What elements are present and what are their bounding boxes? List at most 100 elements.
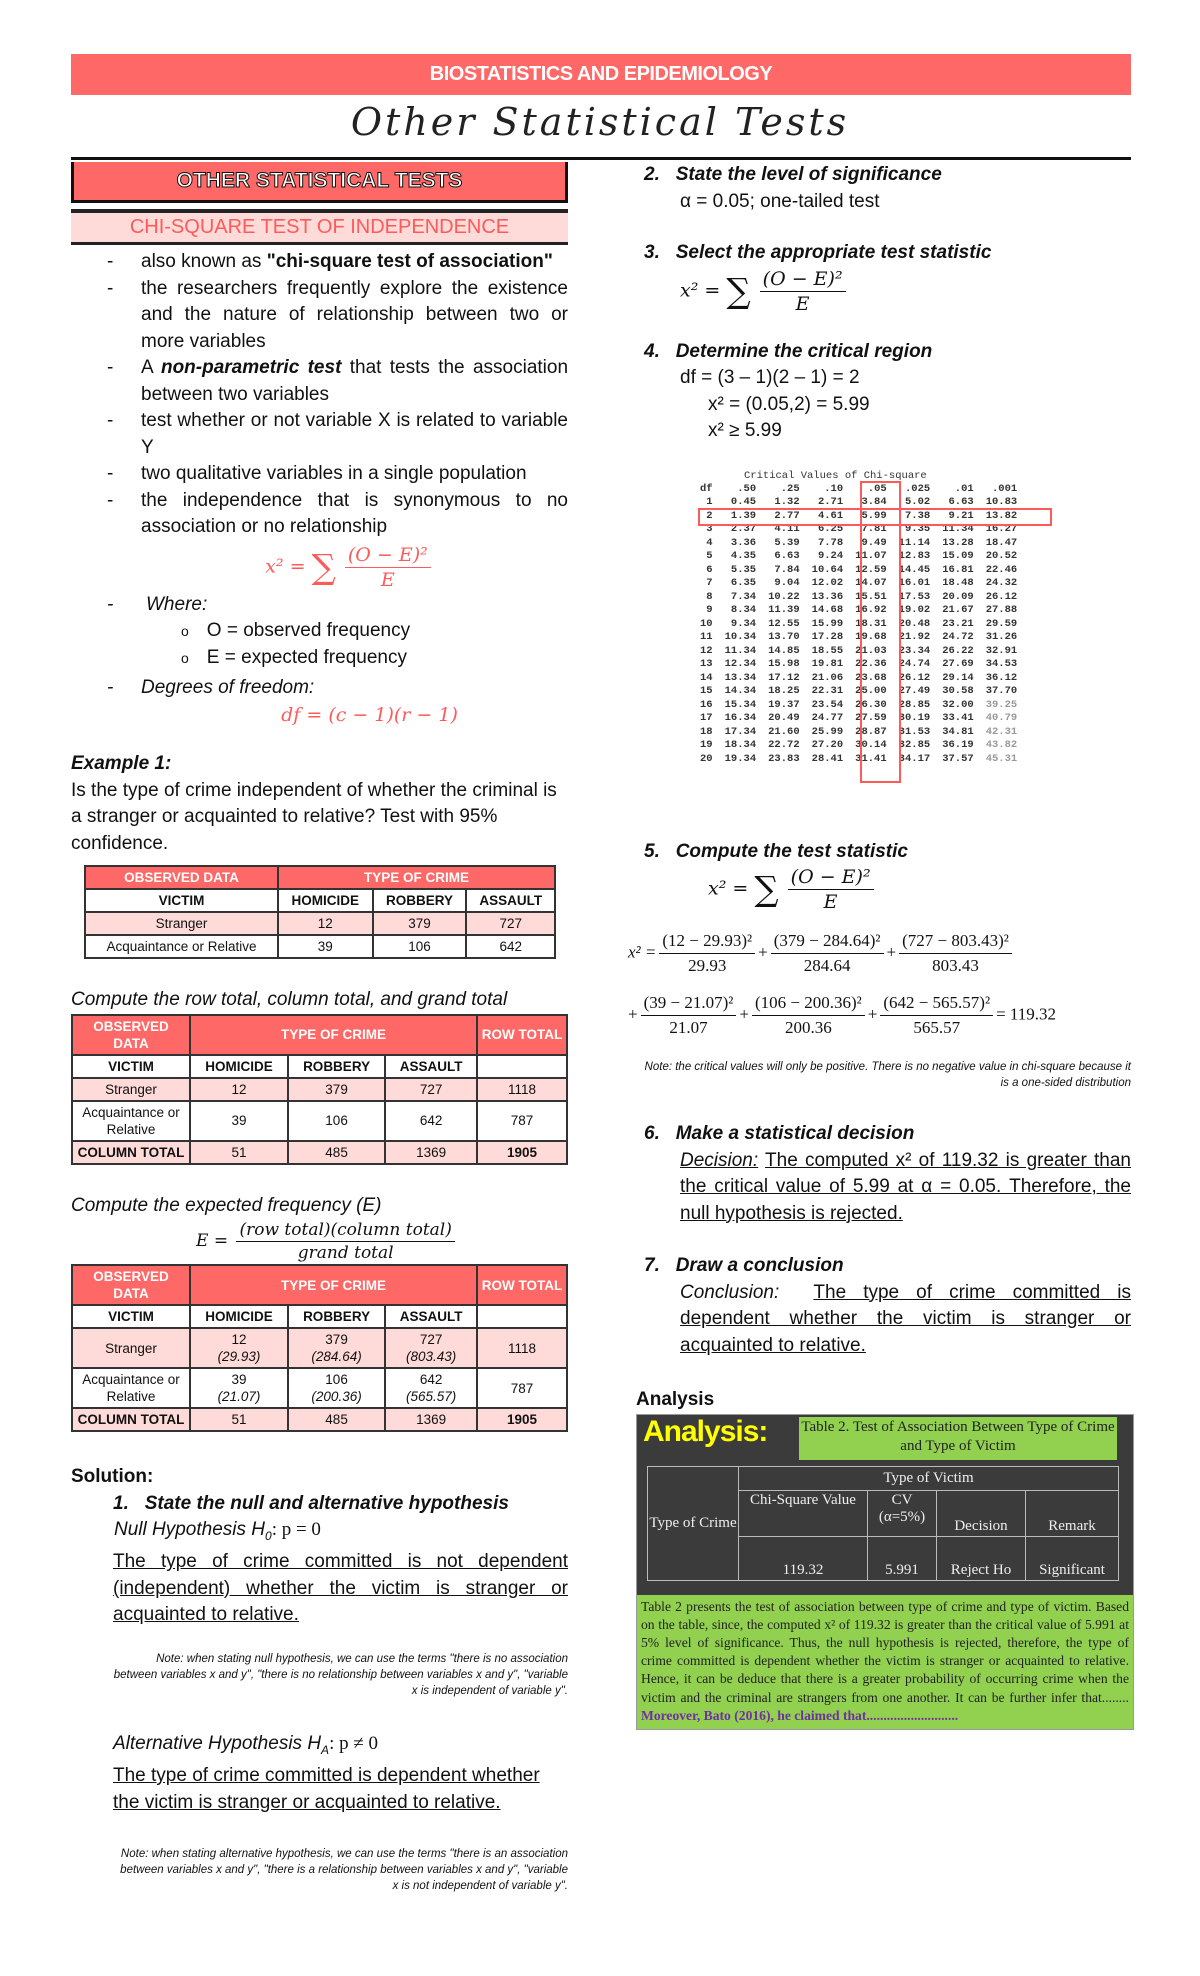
critical-cell: 28.87 bbox=[855, 725, 887, 738]
term-denominator: 565.57 bbox=[913, 1018, 961, 1037]
df-line: df = (3 – 1)(2 – 1) = 2 bbox=[680, 367, 860, 388]
table-header-row: OBSERVED DATA TYPE OF CRIME ROW TOTAL bbox=[71, 1264, 568, 1306]
critical-cell: 26.30 bbox=[855, 698, 887, 711]
step-number: 3. bbox=[644, 242, 660, 263]
expected-value: (21.07) bbox=[217, 1389, 261, 1404]
step-number: 5. bbox=[644, 840, 660, 862]
cell-value: 485 bbox=[325, 1144, 348, 1160]
critical-cell: 11.39 bbox=[768, 604, 800, 616]
critical-cell: 7 bbox=[706, 577, 713, 589]
table-cell: 787 bbox=[476, 1367, 568, 1409]
data-table-table1: OBSERVED DATA TYPE OF CRIME VICTIM HOMICIDE… bbox=[84, 865, 556, 959]
value-cell: 5.991 bbox=[867, 1535, 937, 1581]
critical-cell: 36.19 bbox=[942, 739, 974, 751]
region-line: x² ≥ 5.99 bbox=[708, 420, 782, 441]
critical-cell: 1 bbox=[706, 496, 713, 508]
cell-value: 727 bbox=[419, 1332, 443, 1347]
divider bbox=[71, 157, 1131, 160]
plus-sign: + bbox=[758, 942, 768, 962]
bullet-text: test whether or not variable X is relate… bbox=[141, 410, 568, 458]
critical-cell: 26.12 bbox=[985, 590, 1018, 603]
fraction-term: (39 − 21.07)² 21.07 bbox=[640, 991, 737, 1040]
header-cell: OBSERVED DATA bbox=[84, 865, 279, 890]
where-item: o O = observed frequency bbox=[71, 618, 568, 645]
critical-cell: 23.68 bbox=[855, 671, 887, 684]
critical-cell: 31.53 bbox=[898, 725, 931, 738]
sum-symbol: ∑ bbox=[311, 546, 336, 587]
column-header: ROBBERY bbox=[286, 1304, 387, 1329]
table-cell: 51 bbox=[189, 1139, 289, 1165]
critical-cell: 18.25 bbox=[768, 685, 800, 697]
column-header bbox=[476, 1053, 568, 1079]
critical-cell: 8 bbox=[706, 590, 713, 603]
critical-cell: 16 bbox=[700, 698, 713, 711]
critical-cell: 22.46 bbox=[985, 563, 1018, 576]
analysis-label: Analysis bbox=[636, 1389, 715, 1410]
critical-cell: 11.14 bbox=[898, 536, 931, 549]
data-table-table2: OBSERVED DATA TYPE OF CRIME ROW TOTAL VICTI… bbox=[71, 1013, 568, 1165]
bullet-list: also known as "chi-square test of associ… bbox=[71, 249, 568, 541]
critical-cell: 37.57 bbox=[942, 752, 974, 765]
critical-cell: 11.34 bbox=[942, 523, 974, 535]
chi-square-lhs: x² = bbox=[628, 942, 657, 962]
critical-cell: 21.60 bbox=[768, 725, 800, 738]
table-column-row: VICTIM HOMICIDE ROBBERY ASSAULT bbox=[71, 1304, 568, 1329]
critical-cell: 27.49 bbox=[898, 685, 931, 697]
table-column-row: VICTIM HOMICIDE ROBBERY ASSAULT bbox=[84, 888, 556, 913]
data-table-table3: OBSERVED DATA TYPE OF CRIME ROW TOTAL VICTI… bbox=[71, 1264, 568, 1432]
cell-value: 379 bbox=[325, 1332, 348, 1347]
cell-value: 12 bbox=[231, 1081, 247, 1097]
critical-cell: 23.83 bbox=[768, 752, 800, 765]
critical-cell: 9.35 bbox=[904, 523, 931, 535]
bullet-item: the independence that is synonymous to n… bbox=[71, 488, 568, 541]
column-header: VICTIM bbox=[84, 888, 279, 913]
critical-cell: 37.70 bbox=[985, 685, 1018, 697]
critical-cell: 4.35 bbox=[730, 550, 757, 562]
critical-cell: 19.34 bbox=[724, 752, 757, 765]
solution-title: Solution: bbox=[71, 1466, 154, 1487]
formula-numerator: (O − E)² bbox=[787, 865, 874, 890]
table-header-row: OBSERVED DATA TYPE OF CRIME ROW TOTAL bbox=[71, 1013, 568, 1056]
table-cell: 1118 bbox=[476, 1327, 568, 1369]
bullet-text: also known as bbox=[141, 251, 267, 272]
critical-cell: 19.68 bbox=[855, 631, 887, 643]
cell-value: 39 bbox=[317, 939, 333, 954]
critical-cell: 16.01 bbox=[898, 577, 931, 589]
header-cell: ROW TOTAL bbox=[476, 1264, 568, 1306]
formula-numerator: (O − E)² bbox=[344, 543, 431, 568]
column-header: HOMICIDE bbox=[189, 1304, 289, 1329]
cell-value: 1905 bbox=[506, 1144, 538, 1160]
step-number: 6. bbox=[644, 1123, 660, 1144]
fraction-term: (379 − 284.64)² 284.64 bbox=[770, 929, 884, 978]
header-cell: TYPE OF CRIME bbox=[277, 865, 556, 890]
table-row: Stranger 12 (29.93) 379 (284.64) 727 (803.43) 1… bbox=[71, 1327, 568, 1369]
table-cell: 379 bbox=[286, 1076, 387, 1102]
bullet-item: two qualitative variables in a single po… bbox=[71, 461, 568, 488]
conclusion-label: Conclusion: bbox=[680, 1281, 780, 1303]
critical-col-header: .05 bbox=[867, 482, 887, 495]
critical-values-table: df .50 .25 .10 .05 .025 .01 .001 1 0.45 1.32 2.71 3.… bbox=[694, 483, 1023, 767]
cell-value: 727 bbox=[499, 916, 522, 931]
table-header-row: OBSERVED DATA TYPE OF CRIME bbox=[84, 865, 556, 890]
critical-cell: 11.34 bbox=[724, 644, 757, 657]
critical-cell: 24.74 bbox=[898, 658, 931, 670]
critical-cell: 19.37 bbox=[768, 698, 800, 711]
highlight-row-box bbox=[698, 507, 1052, 526]
critical-cell: 25.00 bbox=[855, 685, 887, 697]
critical-cell: 18.34 bbox=[724, 739, 757, 751]
critical-cell: 15.34 bbox=[724, 698, 757, 711]
table-row: Acquaintance or Relative 39 (21.07) 106 (200… bbox=[71, 1367, 568, 1409]
critical-cell: 5 bbox=[706, 550, 713, 562]
table-cell: COLUMN TOTAL bbox=[71, 1407, 191, 1432]
step-title: State the null and alternative hypothesi… bbox=[144, 1492, 509, 1514]
critical-row: 14 13.34 17.12 21.06 23.68 26.12 29.14 36.12 bbox=[694, 672, 1023, 686]
table-cell: 106 (200.36) bbox=[286, 1367, 387, 1409]
where-text: E = expected frequency bbox=[206, 646, 407, 668]
header-cell: ROW TOTAL bbox=[476, 1013, 568, 1056]
section-title: OTHER STATISTICAL TESTS bbox=[71, 162, 568, 203]
bullet-bold: non-parametric test bbox=[160, 357, 342, 378]
cell-value: 12 bbox=[231, 1332, 247, 1347]
critical-col-header: df bbox=[700, 482, 713, 495]
left-column: OTHER STATISTICAL TESTS CHI-SQUARE TEST … bbox=[71, 162, 568, 1894]
bullet-circle-icon: o bbox=[181, 623, 189, 639]
